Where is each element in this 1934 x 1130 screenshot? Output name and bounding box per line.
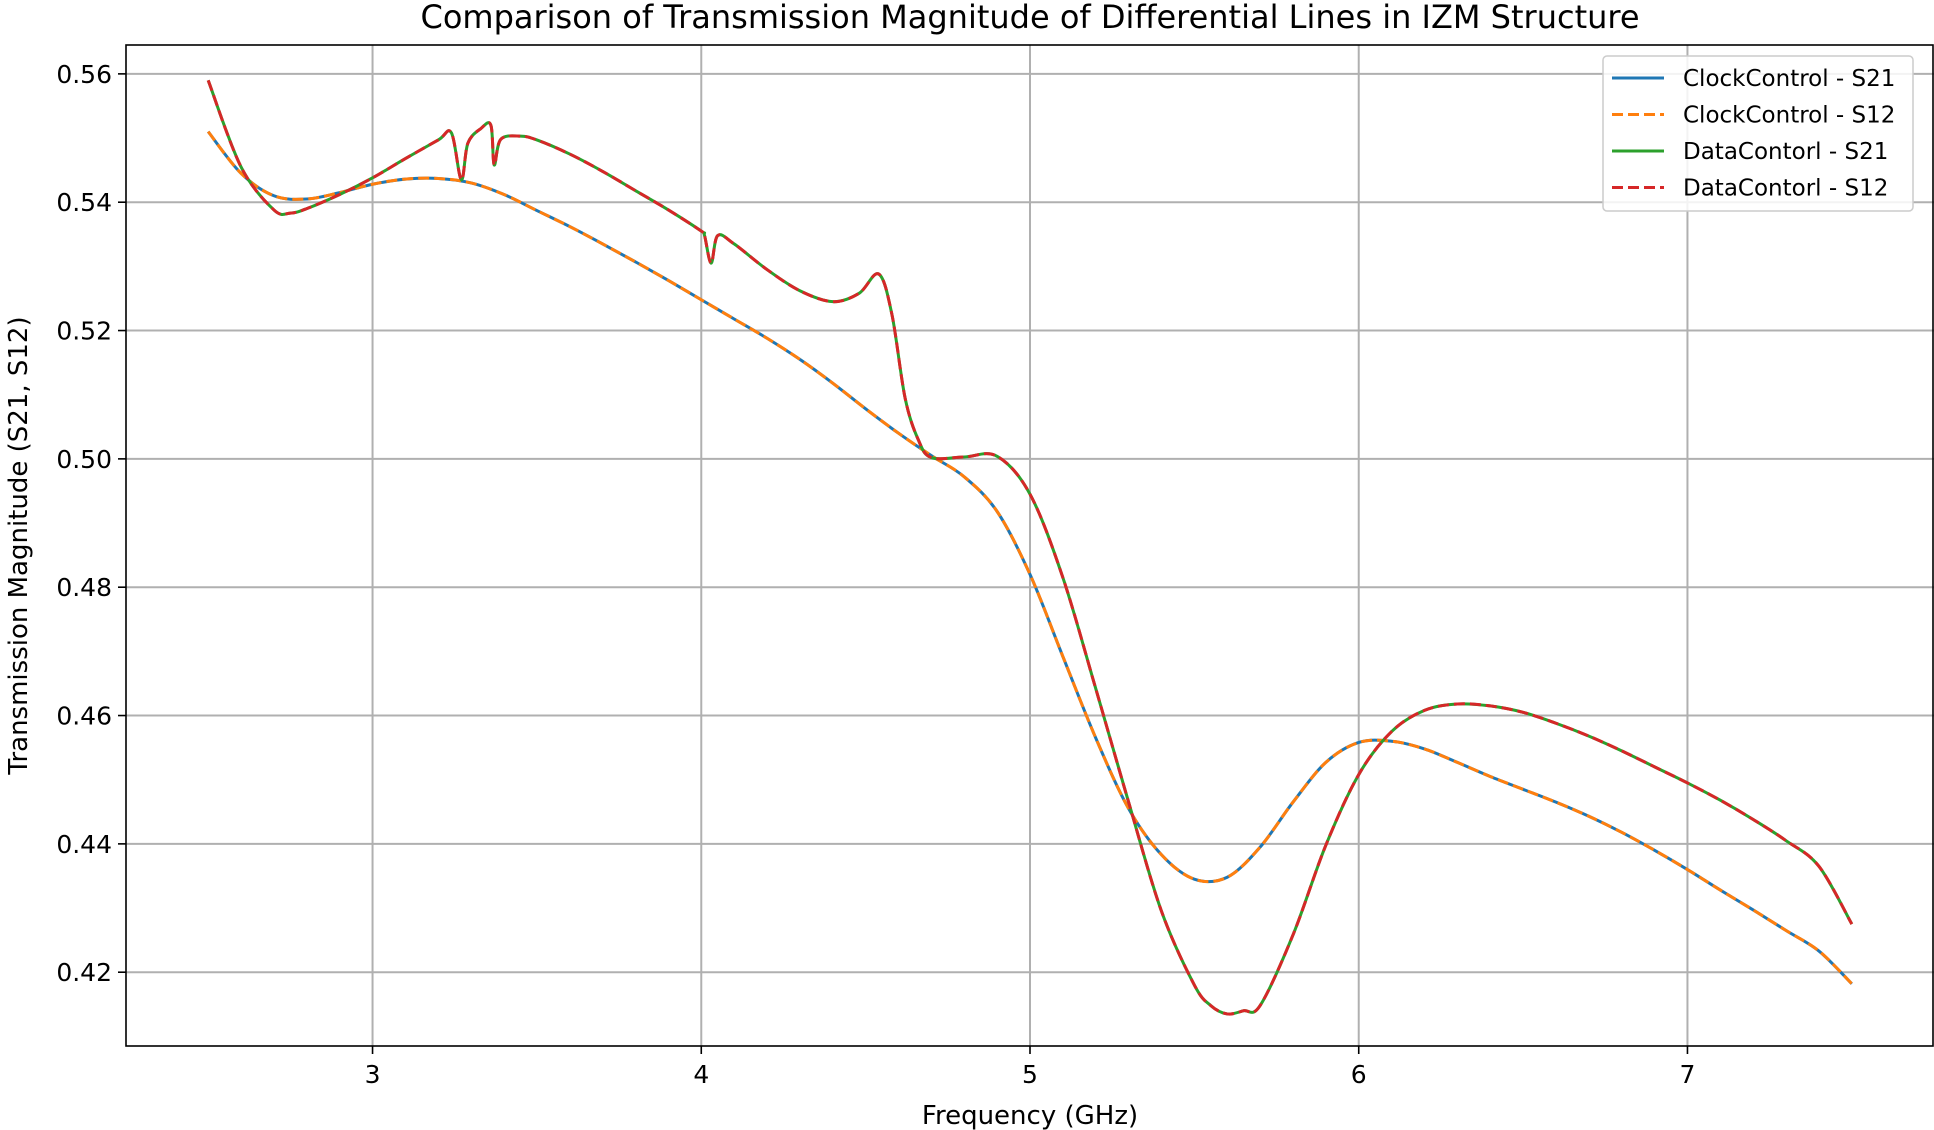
x-tick-label: 5 <box>1022 1060 1038 1089</box>
legend-label: DataContorl - S21 <box>1683 139 1888 165</box>
series-group <box>206 79 1854 1016</box>
y-tick-label: 0.48 <box>56 573 112 602</box>
chart-title: Comparison of Transmission Magnitude of … <box>420 0 1639 36</box>
series-line-2 <box>207 130 1853 985</box>
x-tick-label: 3 <box>365 1060 381 1089</box>
y-tick-label: 0.52 <box>56 317 112 346</box>
y-axis-label: Transmission Magnitude (S21, S12) <box>4 316 34 775</box>
legend-label: DataContorl - S12 <box>1683 176 1888 202</box>
axis-ticks: 3 4 5 6 7 0.42 0.44 0.46 0.48 0.50 0.52 0.54 0.56 <box>56 60 1695 1089</box>
y-tick-label: 0.50 <box>56 445 112 474</box>
y-tick-label: 0.44 <box>56 830 112 859</box>
y-tick-label: 0.56 <box>56 60 112 89</box>
legend-box <box>1602 55 1914 212</box>
x-axis-label: Frequency (GHz) <box>922 1101 1138 1130</box>
y-tick-label: 0.54 <box>56 188 112 217</box>
legend: ClockControl - S21 ClockControl - S12 Data… <box>1602 55 1914 212</box>
legend-label: ClockControl - S21 <box>1683 66 1895 92</box>
x-tick-label: 7 <box>1680 1060 1696 1089</box>
x-tick-label: 4 <box>693 1060 709 1089</box>
series-line-4 <box>206 79 1854 1016</box>
y-tick-label: 0.42 <box>56 958 112 987</box>
legend-label: ClockControl - S12 <box>1683 103 1895 129</box>
x-tick-label: 6 <box>1351 1060 1367 1089</box>
y-tick-label: 0.46 <box>56 702 112 731</box>
